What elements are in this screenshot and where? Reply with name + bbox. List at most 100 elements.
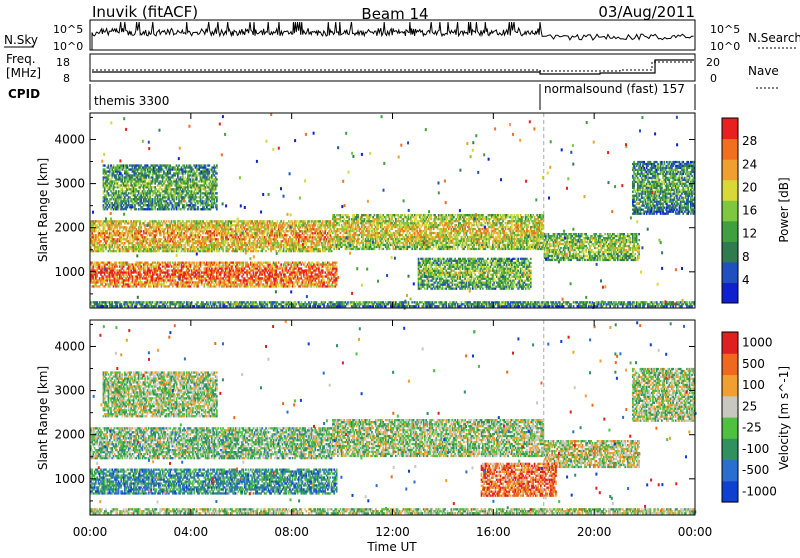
data-cell <box>478 220 480 222</box>
data-cell <box>280 220 282 222</box>
data-cell <box>371 230 373 232</box>
data-cell <box>132 234 134 236</box>
data-cell <box>385 222 387 224</box>
data-cell <box>337 246 339 248</box>
data-cell <box>314 236 316 238</box>
data-cell <box>496 224 498 226</box>
data-cell <box>559 249 561 251</box>
data-cell <box>227 238 229 240</box>
data-cell <box>398 218 400 220</box>
data-cell <box>390 242 392 244</box>
data-cell <box>391 236 393 238</box>
data-cell <box>225 230 227 232</box>
data-cell <box>568 249 570 251</box>
data-cell <box>181 246 183 248</box>
data-cell <box>283 230 285 232</box>
data-cell <box>236 250 238 252</box>
data-cell <box>302 250 304 252</box>
data-cell <box>333 214 335 216</box>
data-cell <box>389 248 391 250</box>
data-cell <box>524 230 526 232</box>
data-cell <box>254 240 256 242</box>
data-cell <box>432 222 434 224</box>
data-cell <box>169 224 171 226</box>
data-cell <box>342 220 344 222</box>
cpid-label: CPID <box>8 87 40 101</box>
data-cell <box>506 232 508 234</box>
data-cell <box>356 228 358 230</box>
data-cell <box>248 232 250 234</box>
data-cell <box>371 224 373 226</box>
data-cell <box>369 232 371 234</box>
data-cell <box>338 222 340 224</box>
data-cell <box>395 218 397 220</box>
data-cell <box>428 244 430 246</box>
data-cell <box>120 222 122 224</box>
data-cell <box>433 246 435 248</box>
data-cell <box>244 234 246 236</box>
data-cell <box>265 238 267 240</box>
data-cell <box>550 245 552 247</box>
data-cell <box>105 248 107 250</box>
data-cell <box>360 228 362 230</box>
data-cell <box>108 222 110 224</box>
data-cell <box>322 222 324 224</box>
data-cell <box>304 222 306 224</box>
data-cell <box>149 224 151 226</box>
data-cell <box>275 224 277 226</box>
data-cell <box>185 244 187 246</box>
data-cell <box>447 242 449 244</box>
data-cell <box>414 222 416 224</box>
data-cell <box>357 218 359 220</box>
data-cell <box>174 222 176 224</box>
data-cell <box>214 230 216 232</box>
data-cell <box>433 228 435 230</box>
data-cell <box>285 246 287 248</box>
data-cell <box>330 234 332 236</box>
data-cell <box>318 244 320 246</box>
data-cell <box>154 248 156 250</box>
data-cell <box>222 250 224 252</box>
data-cell <box>94 222 96 224</box>
data-cell <box>332 244 334 246</box>
data-cell <box>370 216 372 218</box>
data-cell <box>614 245 616 247</box>
data-cell <box>283 250 285 252</box>
data-cell <box>154 236 156 238</box>
data-cell <box>283 244 285 246</box>
data-cell <box>514 236 516 238</box>
data-cell <box>362 222 364 224</box>
data-cell <box>234 244 236 246</box>
data-cell <box>588 243 590 245</box>
data-cell <box>125 220 127 222</box>
data-cell <box>178 230 180 232</box>
data-cell <box>410 218 412 220</box>
data-cell <box>444 232 446 234</box>
data-cell <box>191 222 193 224</box>
data-cell <box>243 224 245 226</box>
data-cell <box>391 244 393 246</box>
data-cell <box>420 234 422 236</box>
data-cell <box>333 228 335 230</box>
data-cell <box>217 246 219 248</box>
data-cell <box>520 242 522 244</box>
data-cell <box>422 232 424 234</box>
data-cell <box>316 246 318 248</box>
data-cell <box>109 230 111 232</box>
data-cell <box>201 224 203 226</box>
data-cell <box>290 232 292 234</box>
data-cell <box>456 228 458 230</box>
nave-tick-top: 20 <box>706 56 720 69</box>
data-cell <box>453 234 455 236</box>
cpid-segment-2: normalsound (fast) 157 <box>544 82 685 96</box>
data-cell <box>415 218 417 220</box>
data-cell <box>490 222 492 224</box>
data-cell <box>234 240 236 242</box>
data-cell <box>217 238 219 240</box>
data-cell <box>346 230 348 232</box>
data-cell <box>394 232 396 234</box>
data-cell <box>124 222 126 224</box>
data-cell <box>487 216 489 218</box>
data-cell <box>443 214 445 216</box>
